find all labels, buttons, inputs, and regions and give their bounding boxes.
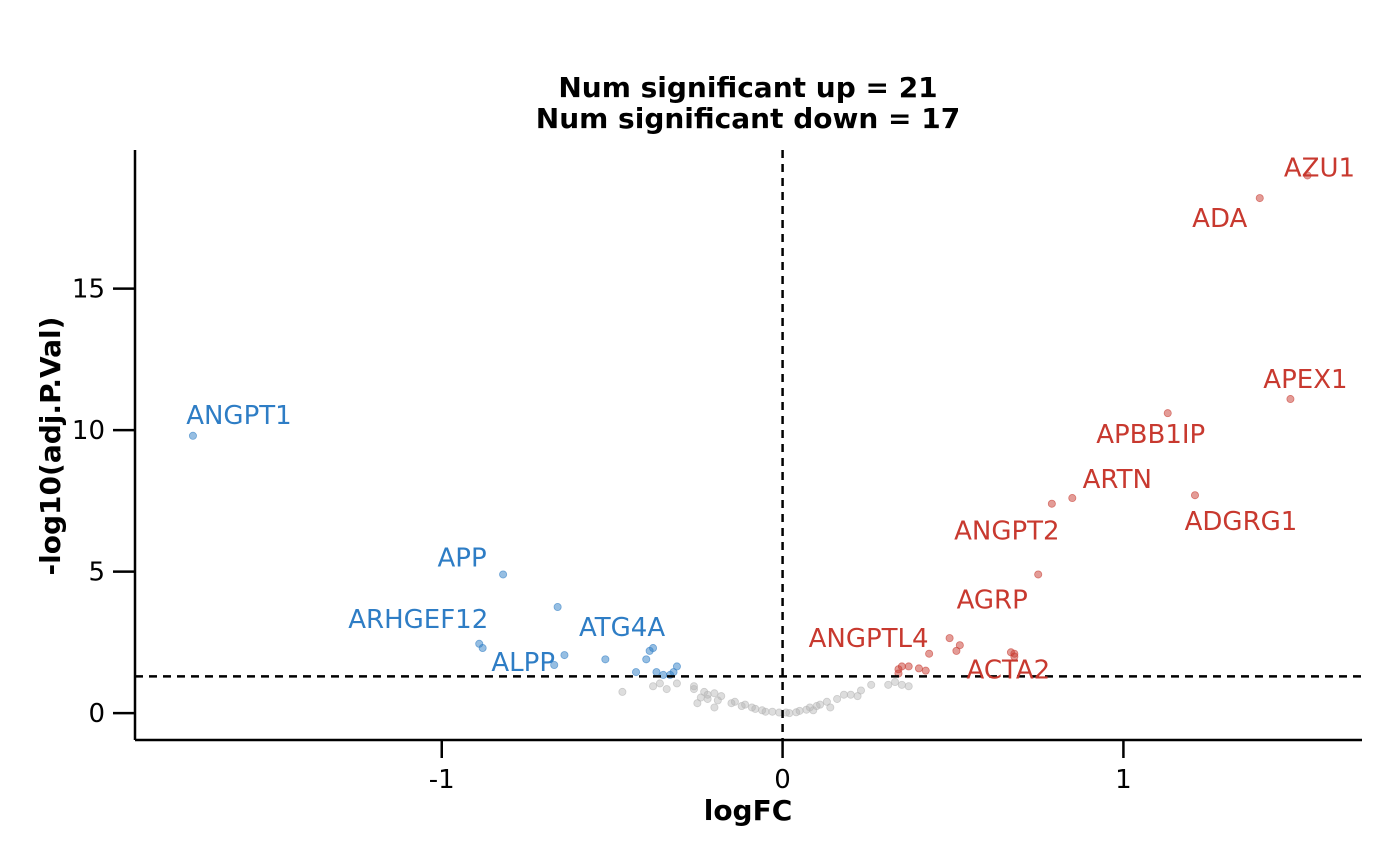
point-up-3 [1286,395,1295,404]
x-tick-label-1: 0 [774,765,791,795]
point-up-8 [945,634,954,643]
point-down-1 [499,570,508,579]
gene-label-down-1: APP [438,543,487,573]
gene-label-up-8: ANGPTL4 [809,624,929,654]
x-axis-title: logFC [704,794,793,827]
point-up-2 [1163,409,1172,418]
point-ns-0 [618,687,627,696]
point-up-5 [1047,499,1056,508]
point-ns-13 [713,696,722,705]
point-ns-21 [761,707,770,716]
y-tick-label-0: 0 [88,699,105,729]
gene-label-up-6: ANGPT2 [954,517,1060,547]
gene-labels: AZU1 ADA APEX1 APBB1IP ARTN ADGRG1 ANGPT2 AGRP A… [186,153,1355,685]
x-tick-label-0: -1 [429,765,455,795]
point-ns-16 [730,697,739,706]
gene-label-up-9: ACTA2 [967,656,1051,686]
point-ns-19 [751,704,760,713]
x-tick-label-2: 1 [1115,765,1132,795]
point-ns-5 [689,682,698,691]
point-ns-37 [856,686,865,695]
point-ns-14 [710,703,719,712]
point-down-6 [601,655,610,664]
gene-label-down-0: ANGPT1 [186,401,292,431]
point-ns-3 [662,685,671,694]
point-down-9 [649,644,658,653]
point-down-7 [642,655,651,664]
y-tick-label-1: 5 [88,558,105,588]
point-ns-4 [672,679,681,688]
point-ns-44 [809,706,818,715]
point-up-0 [1303,171,1312,180]
point-ns-38 [867,680,876,689]
point-ns-6 [689,685,698,694]
point-down-4 [478,644,487,653]
y-axis-title: -log10(adj.P.Val) [34,317,67,576]
gene-label-up-3: APBB1IP [1096,420,1205,450]
point-ns-39 [884,680,893,689]
gene-label-down-2: ARHGEF12 [348,605,488,635]
point-down-2 [553,603,562,612]
point-down-12 [652,668,661,677]
data-points [188,171,1312,718]
point-ns-42 [904,682,913,691]
gene-label-down-4: ALPP [491,648,555,678]
gene-label-up-5: ADGRG1 [1185,507,1298,537]
point-down-11 [632,668,641,677]
gene-label-down-3: ATG4A [579,613,665,643]
point-ns-41 [897,680,906,689]
point-up-20 [1010,649,1019,658]
chart-title-line-2: Num significant down = 17 [536,102,960,135]
point-ns-9 [710,689,719,698]
gene-label-up-4: ARTN [1083,465,1152,495]
point-down-5 [560,651,569,660]
point-up-6 [1190,491,1199,500]
point-down-0 [188,431,197,440]
point-ns-33 [833,694,842,703]
point-ns-40 [891,677,900,686]
point-ns-35 [846,690,855,699]
gene-label-up-0: AZU1 [1284,153,1355,183]
point-down-10 [550,661,559,670]
point-ns-25 [785,709,794,718]
chart-title-line-1: Num significant up = 21 [558,71,937,104]
point-ns-34 [839,690,848,699]
y-tick-label-3: 15 [72,275,105,305]
point-ns-45 [737,702,746,711]
point-ns-31 [816,700,825,709]
point-ns-1 [649,682,658,691]
point-up-18 [921,666,930,675]
point-up-1 [1255,194,1264,203]
point-ns-46 [696,693,705,702]
point-ns-43 [826,703,835,712]
point-up-7 [1034,570,1043,579]
gene-label-up-7: AGRP [957,585,1028,615]
point-ns-2 [655,679,664,688]
gene-label-up-2: APEX1 [1263,365,1347,395]
point-ns-22 [768,707,777,716]
point-ns-11 [703,694,712,703]
point-up-17 [914,664,923,673]
axes: 0 5 10 15 -1 0 1 [72,150,1362,795]
point-up-16 [904,662,913,671]
point-up-4 [1068,494,1077,503]
point-up-11 [925,649,934,658]
y-tick-label-2: 10 [72,416,105,446]
threshold-lines [135,150,1362,740]
point-up-15 [897,662,906,671]
point-up-10 [952,646,961,655]
gene-label-up-1: ADA [1192,204,1247,234]
point-ns-27 [795,706,804,715]
